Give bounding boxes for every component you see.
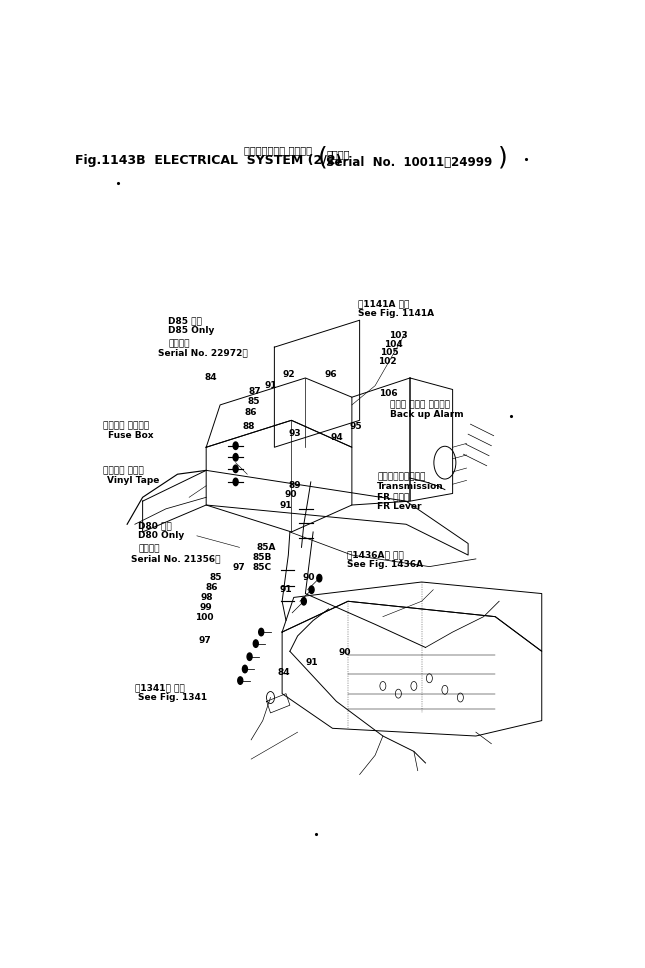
Text: トランスミッション: トランスミッション [377, 472, 426, 481]
Circle shape [233, 454, 238, 461]
Text: FR レバー: FR レバー [377, 493, 410, 501]
Text: 第1341図 参照: 第1341図 参照 [135, 683, 184, 692]
Text: 適用号機: 適用号機 [168, 339, 190, 348]
Text: バック アップ アラーム: バック アップ アラーム [390, 400, 450, 409]
Text: 第1436A図 参照: 第1436A図 参照 [347, 550, 404, 559]
Text: 91: 91 [264, 381, 277, 390]
Text: 適所号機: 適所号機 [138, 545, 159, 554]
Text: 第1141A 参照: 第1141A 参照 [358, 299, 410, 309]
Text: 90: 90 [302, 573, 315, 582]
Text: 98: 98 [201, 593, 213, 602]
Text: 96: 96 [324, 370, 337, 378]
Circle shape [253, 640, 258, 648]
Text: Vinyl Tape: Vinyl Tape [106, 476, 159, 485]
Text: 104: 104 [384, 340, 402, 348]
Text: (: ( [318, 146, 328, 170]
Text: Serial No. 22972～: Serial No. 22972～ [158, 348, 248, 358]
Text: 88: 88 [242, 422, 255, 432]
Text: See Fig. 1141A: See Fig. 1141A [358, 309, 434, 318]
Text: ヒニール テープ: ヒニール テープ [103, 467, 144, 475]
Text: 100: 100 [195, 613, 213, 621]
Text: 94: 94 [330, 433, 343, 442]
Text: 84: 84 [277, 669, 290, 678]
Text: 99: 99 [199, 603, 212, 612]
Circle shape [317, 574, 322, 582]
Text: 106: 106 [379, 389, 398, 398]
Text: Fuse Box: Fuse Box [108, 431, 154, 439]
Text: D80 Only: D80 Only [138, 531, 184, 540]
Text: 97: 97 [198, 636, 211, 646]
Circle shape [233, 442, 238, 449]
Text: 90: 90 [338, 648, 351, 656]
Text: FR Lever: FR Lever [377, 502, 422, 511]
Text: 90: 90 [284, 491, 297, 499]
Circle shape [247, 653, 252, 660]
Text: D85 Only: D85 Only [168, 325, 215, 335]
Text: 91: 91 [279, 585, 292, 594]
Text: 91: 91 [279, 501, 292, 510]
Text: 89: 89 [288, 481, 301, 491]
Text: Serial No. 21356～: Serial No. 21356～ [130, 555, 220, 563]
Text: 102: 102 [377, 357, 396, 366]
Circle shape [301, 597, 306, 605]
Text: 92: 92 [282, 370, 295, 378]
Text: 84: 84 [204, 374, 217, 382]
Text: 適用号機: 適用号機 [326, 149, 350, 159]
Text: Back up Alarm: Back up Alarm [390, 409, 463, 419]
Text: 97: 97 [232, 562, 245, 571]
Text: 85B: 85B [252, 553, 272, 561]
Circle shape [243, 665, 248, 673]
Text: 85: 85 [210, 573, 222, 582]
Text: 86: 86 [244, 408, 257, 416]
Circle shape [233, 478, 238, 486]
Text: 95: 95 [349, 422, 362, 431]
Text: 85: 85 [248, 397, 260, 407]
Text: 85A: 85A [257, 543, 276, 552]
Text: See Fig. 1341: See Fig. 1341 [138, 693, 207, 702]
Text: 103: 103 [389, 331, 408, 340]
Text: ヒュース ボックス: ヒュース ボックス [103, 421, 149, 430]
Text: 91: 91 [306, 658, 318, 667]
Text: 105: 105 [379, 348, 398, 357]
Circle shape [259, 628, 264, 636]
Text: 93: 93 [288, 429, 301, 439]
Text: Fig.1143B  ELECTRICAL  SYSTEM (2/2): Fig.1143B ELECTRICAL SYSTEM (2/2) [75, 154, 341, 167]
Text: Serial  No.  10011～24999: Serial No. 10011～24999 [326, 156, 492, 168]
Circle shape [233, 465, 238, 472]
Text: 86: 86 [206, 583, 218, 591]
Text: See Fig. 1436A: See Fig. 1436A [347, 560, 423, 568]
Text: 85C: 85C [252, 562, 271, 571]
Circle shape [309, 586, 314, 593]
Text: Transmission: Transmission [377, 482, 444, 491]
Text: エレクトリカル システム: エレクトリカル システム [244, 144, 312, 155]
Text: ): ) [498, 146, 508, 170]
Circle shape [238, 677, 243, 684]
Text: 87: 87 [248, 387, 261, 397]
Text: D80 専用: D80 専用 [138, 522, 172, 530]
Text: D85 専用: D85 専用 [168, 316, 202, 325]
